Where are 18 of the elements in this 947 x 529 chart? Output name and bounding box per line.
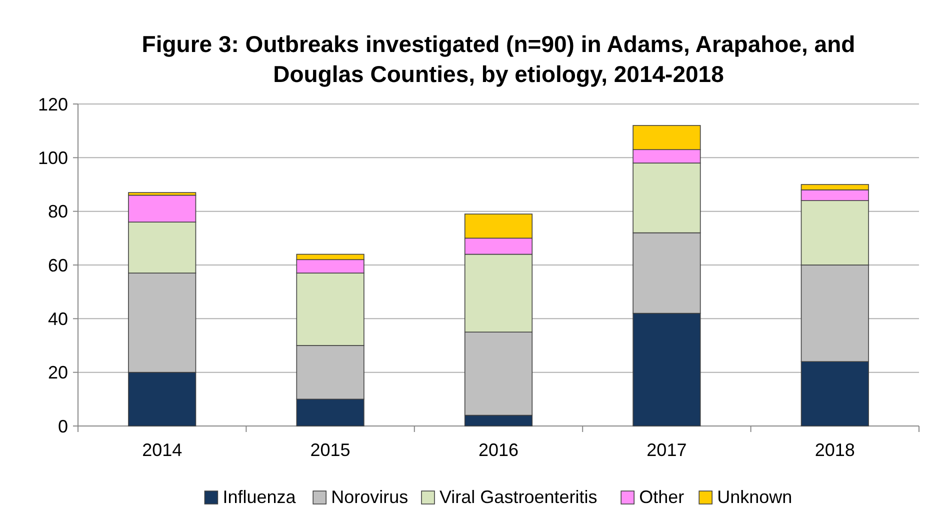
y-tick-label: 40 bbox=[48, 308, 68, 329]
legend-label: Other bbox=[639, 487, 684, 507]
x-tick-label: 2017 bbox=[646, 440, 687, 460]
x-tick-label: 2016 bbox=[478, 440, 519, 460]
legend-label: Norovirus bbox=[331, 487, 408, 507]
legend-label: Viral Gastroenteritis bbox=[440, 487, 598, 507]
y-tick-label: 60 bbox=[48, 255, 68, 276]
legend-label: Influenza bbox=[222, 487, 297, 507]
x-tick-label: 2015 bbox=[310, 440, 350, 460]
y-tick-label: 0 bbox=[58, 416, 68, 436]
y-tick-label: 100 bbox=[38, 148, 68, 168]
y-tick-label: 80 bbox=[48, 202, 68, 222]
y-tick-label: 120 bbox=[38, 94, 68, 114]
legend-label: Unknown bbox=[717, 487, 792, 507]
y-tick-label: 20 bbox=[48, 362, 68, 383]
x-tick-label: 2014 bbox=[142, 440, 182, 460]
chart-title: Figure 3: Outbreaks investigated (n=90) in Adams, Arapahoe, and Douglas Counties, by etiology, 2014-2018 bbox=[142, 31, 856, 87]
x-tick-label: 2018 bbox=[814, 440, 855, 460]
